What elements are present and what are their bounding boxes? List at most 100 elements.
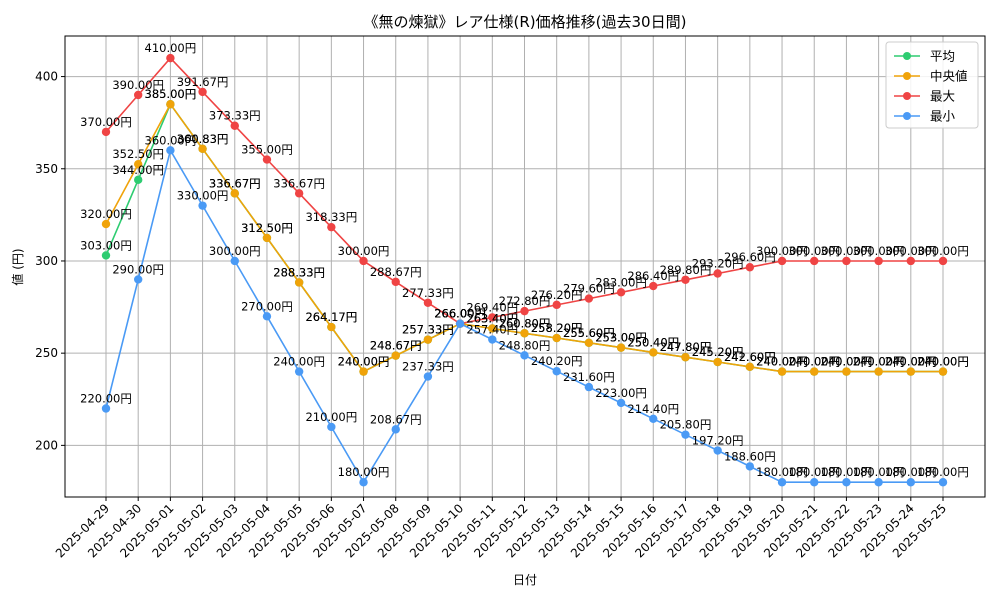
legend-marker (903, 112, 911, 120)
data-label: 257.33円 (402, 323, 454, 337)
data-point (359, 478, 368, 487)
data-label: 272.80円 (499, 294, 551, 308)
data-label: 242.60円 (724, 350, 776, 364)
data-label: 360.83円 (177, 132, 229, 146)
data-label: 250.40円 (627, 335, 679, 349)
data-label: 318.33円 (305, 210, 357, 224)
data-point (455, 319, 465, 328)
data-point (198, 144, 207, 153)
data-point (133, 275, 143, 284)
series-layer (101, 53, 948, 487)
data-label: 180.00円 (338, 465, 390, 479)
data-point (616, 398, 626, 408)
data-label: 240.00円 (821, 355, 873, 369)
data-label: 360.00円 (145, 133, 197, 147)
data-label: 266.00円 (434, 307, 486, 321)
y-tick-label: 350 (35, 162, 58, 176)
data-point (520, 351, 529, 360)
data-label: 240.00円 (821, 355, 873, 369)
data-label: 240.00円 (885, 355, 937, 369)
data-label: 240.00円 (853, 355, 905, 369)
y-tick-label: 250 (35, 346, 58, 360)
data-point (520, 329, 529, 338)
grid (65, 36, 985, 497)
data-point (584, 382, 594, 392)
data-point (423, 372, 433, 381)
data-point (649, 348, 658, 357)
chart-title: 《無の煉獄》レア仕様(R)価格推移(過去30日間) (364, 13, 687, 31)
data-point (810, 478, 819, 487)
data-label: 255.60円 (563, 326, 615, 340)
data-label: 300.00円 (853, 244, 905, 258)
data-point (681, 275, 690, 284)
data-point (681, 353, 690, 362)
data-label: 288.33円 (273, 265, 325, 279)
data-label: 288.67円 (370, 265, 422, 279)
data-label: 300.00円 (788, 244, 840, 258)
data-label: 248.80円 (499, 338, 551, 352)
data-label: 264.17円 (305, 310, 357, 324)
data-point (198, 201, 207, 210)
data-label: 336.67円 (209, 176, 261, 190)
data-point (649, 281, 658, 291)
data-point (294, 367, 304, 376)
data-point (745, 462, 755, 471)
data-point (906, 256, 916, 266)
data-label: 242.60円 (724, 350, 776, 364)
data-label: 360.83円 (177, 132, 229, 146)
data-label: 286.40円 (627, 269, 679, 283)
data-point (649, 414, 658, 424)
data-label: 283.00円 (595, 275, 647, 289)
data-point (488, 324, 497, 333)
data-point (938, 256, 948, 266)
data-point (713, 446, 722, 455)
data-label: 344.00円 (112, 163, 164, 177)
data-point (359, 367, 368, 376)
data-label: 355.00円 (241, 143, 293, 157)
data-label: 240.00円 (756, 355, 808, 369)
data-label: 300.00円 (885, 244, 937, 258)
y-tick-label: 300 (35, 254, 58, 268)
data-label: 247.80円 (660, 340, 712, 354)
data-point (874, 478, 883, 487)
data-label: 264.17円 (305, 310, 357, 324)
data-label: 253.00円 (595, 331, 647, 345)
data-label: 410.00円 (145, 41, 197, 55)
data-label: 312.50円 (241, 221, 293, 235)
data-label: 290.00円 (112, 262, 164, 276)
data-point (359, 256, 368, 266)
legend-box (885, 41, 979, 129)
data-label: 240.20円 (531, 354, 583, 368)
data-point (423, 335, 433, 344)
data-label: 263.40円 (466, 311, 518, 325)
data-label: 250.40円 (627, 335, 679, 349)
data-point (874, 367, 883, 376)
data-label: 210.00円 (305, 410, 357, 424)
data-point (616, 288, 626, 297)
data-point (745, 362, 755, 372)
data-label: 390.00円 (112, 78, 164, 92)
data-point (842, 256, 851, 266)
data-label: 312.50円 (241, 221, 293, 235)
data-label: 391.67円 (177, 75, 229, 89)
data-label: 197.20円 (692, 434, 744, 448)
y-tick-label: 200 (35, 438, 58, 452)
data-label: 208.67円 (370, 412, 422, 426)
data-point (230, 121, 239, 130)
data-point (810, 256, 819, 266)
data-point (423, 298, 433, 307)
data-label: 352.50円 (112, 147, 164, 161)
data-label: 245.20円 (692, 345, 744, 359)
data-point (101, 251, 111, 260)
data-point (101, 219, 111, 229)
data-label: 240.00円 (917, 355, 969, 369)
data-point (101, 127, 111, 137)
data-label: 180.00円 (821, 465, 873, 479)
data-point (938, 478, 948, 487)
data-label: 240.00円 (885, 355, 937, 369)
data-point (133, 175, 143, 185)
data-label: 240.00円 (756, 355, 808, 369)
data-label: 180.00円 (885, 465, 937, 479)
